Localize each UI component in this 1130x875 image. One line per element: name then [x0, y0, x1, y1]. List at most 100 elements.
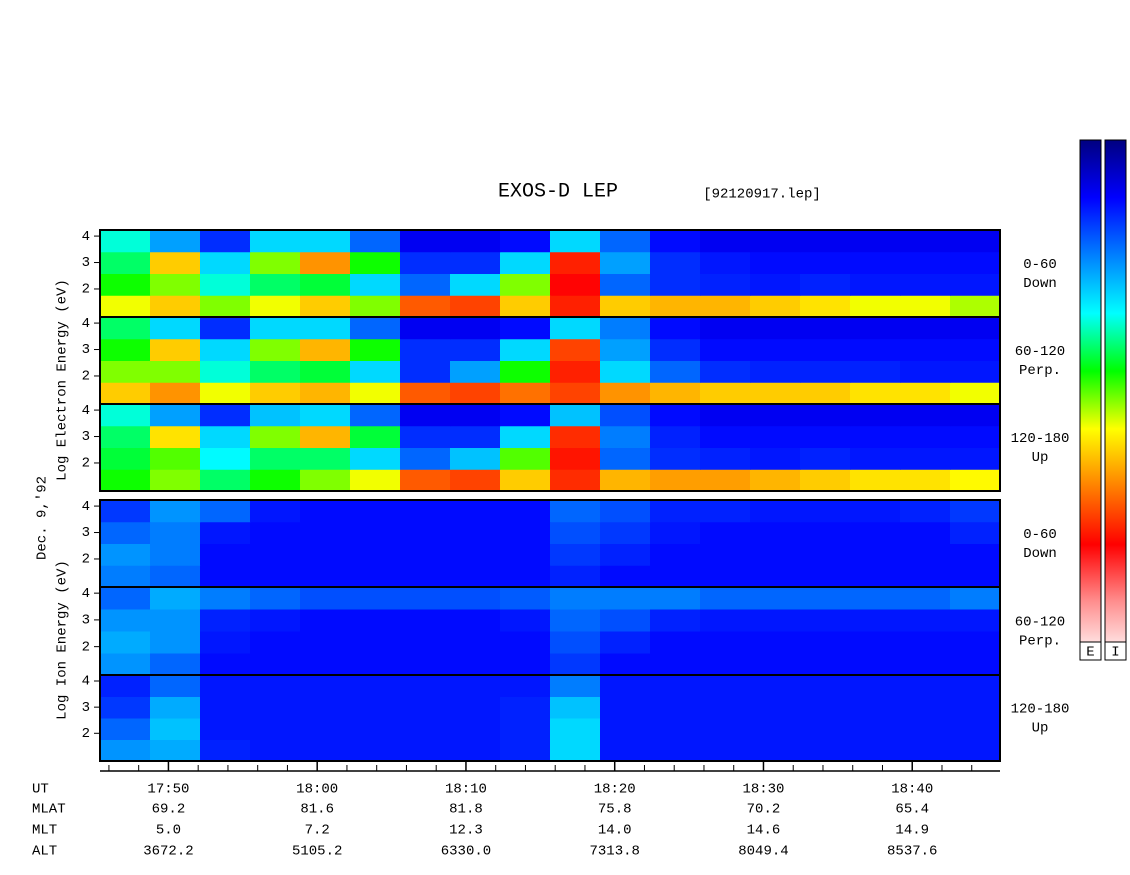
- heat-cell: [650, 718, 701, 740]
- heat-cell: [650, 425, 701, 448]
- heat-cell: [450, 382, 501, 405]
- heat-cell: [250, 425, 301, 448]
- heat-cell: [900, 739, 951, 762]
- heat-cell: [150, 565, 201, 588]
- heat-cell: [700, 338, 751, 361]
- heat-cell: [950, 500, 1001, 523]
- heat-cell: [100, 609, 151, 632]
- heat-cell: [850, 543, 901, 566]
- colorbar-label: E: [1086, 645, 1094, 661]
- heat-cell: [350, 338, 401, 361]
- x-tick-label: 18:30: [742, 782, 784, 798]
- heat-cell: [600, 675, 651, 697]
- heat-cell: [400, 653, 451, 676]
- y-axis-label: Log Electron Energy (eV): [55, 279, 71, 481]
- heat-cell: [700, 543, 751, 566]
- heat-cell: [950, 251, 1001, 274]
- heat-cell: [700, 609, 751, 632]
- heat-cell: [800, 404, 851, 427]
- heat-cell: [800, 543, 851, 566]
- heat-cell: [550, 543, 601, 566]
- heat-cell: [200, 565, 251, 588]
- date-label: Dec. 9,'92: [35, 476, 51, 560]
- heat-cell: [600, 587, 651, 610]
- heat-cell: [800, 382, 851, 405]
- heat-cell: [500, 382, 551, 405]
- heat-cell: [950, 718, 1001, 740]
- heat-cell: [600, 425, 651, 448]
- heat-cell: [500, 500, 551, 523]
- heat-cell: [700, 469, 751, 492]
- heat-cell: [250, 500, 301, 523]
- heat-cell: [600, 273, 651, 296]
- heat-cell: [900, 251, 951, 274]
- heat-cell: [650, 696, 701, 719]
- y-tick-label: 2: [82, 369, 90, 385]
- heat-cell: [750, 521, 801, 544]
- pitch-label: 120-180: [1011, 431, 1070, 447]
- heat-cell: [350, 631, 401, 654]
- heat-cell: [450, 739, 501, 762]
- heat-cell: [750, 425, 801, 448]
- heat-cell: [600, 447, 651, 470]
- heat-cell: [400, 696, 451, 719]
- heat-cell: [800, 565, 851, 588]
- heat-cell: [400, 739, 451, 762]
- heat-cell: [950, 631, 1001, 654]
- y-tick-label: 4: [82, 499, 90, 515]
- x-tick-label: 18:40: [891, 782, 933, 798]
- heat-cell: [150, 521, 201, 544]
- heat-cell: [350, 609, 401, 632]
- heat-cell: [350, 447, 401, 470]
- heat-cell: [450, 447, 501, 470]
- pitch-label: 60-120: [1015, 615, 1065, 631]
- heat-cell: [550, 631, 601, 654]
- heat-cell: [250, 587, 301, 610]
- heat-cell: [950, 696, 1001, 719]
- heat-cell: [800, 317, 851, 340]
- heat-cell: [500, 565, 551, 588]
- heat-cell: [300, 425, 351, 448]
- heat-cell: [650, 469, 701, 492]
- heat-cell: [250, 675, 301, 697]
- heat-cell: [150, 230, 201, 253]
- heat-cell: [150, 404, 201, 427]
- heat-cell: [950, 543, 1001, 566]
- heat-cell: [350, 425, 401, 448]
- orbit-row-label: MLAT: [32, 802, 66, 818]
- heat-cell: [450, 295, 501, 318]
- heat-cell: [900, 543, 951, 566]
- heat-cell: [200, 609, 251, 632]
- heat-cell: [300, 653, 351, 676]
- heat-cell: [950, 565, 1001, 588]
- heat-cell: [300, 631, 351, 654]
- heat-cell: [750, 404, 801, 427]
- heat-cell: [150, 718, 201, 740]
- heat-cell: [950, 587, 1001, 610]
- heat-cell: [850, 317, 901, 340]
- heat-cell: [350, 360, 401, 383]
- heat-cell: [850, 739, 901, 762]
- orbit-row-label: ALT: [32, 844, 57, 860]
- heat-cell: [200, 587, 251, 610]
- heat-cell: [300, 696, 351, 719]
- heat-cell: [500, 587, 551, 610]
- heat-cell: [650, 565, 701, 588]
- heat-cell: [400, 295, 451, 318]
- heat-cell: [950, 521, 1001, 544]
- heat-cell: [750, 696, 801, 719]
- colorbar-label-box: [1104, 641, 1127, 661]
- heat-cell: [250, 609, 301, 632]
- colorbar-label-box: [1079, 641, 1102, 661]
- heat-cell: [700, 273, 751, 296]
- heat-cell: [500, 543, 551, 566]
- heat-cell: [400, 565, 451, 588]
- heat-cell: [900, 675, 951, 697]
- heat-cell: [200, 382, 251, 405]
- heat-cell: [600, 317, 651, 340]
- heat-cell: [450, 565, 501, 588]
- heat-cell: [900, 653, 951, 676]
- heat-cell: [850, 521, 901, 544]
- heat-cell: [800, 653, 851, 676]
- heat-cell: [450, 653, 501, 676]
